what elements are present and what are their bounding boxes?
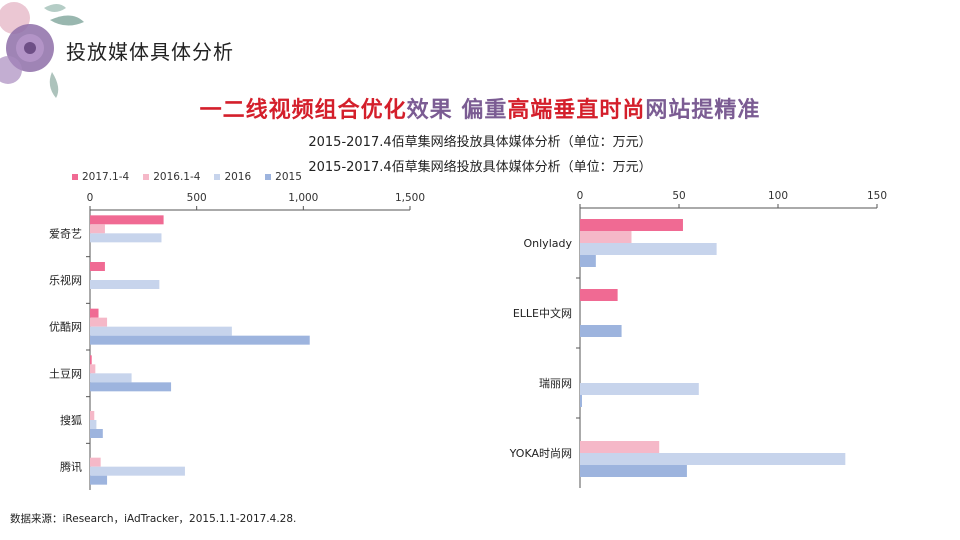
bar-2015-Onlylady — [580, 255, 596, 267]
legend-item: 2017.1-4 — [72, 171, 129, 183]
headline-part-3: 高端垂直时尚 — [507, 98, 646, 123]
flower-decoration — [0, 2, 84, 98]
data-source-note: 数据来源：iResearch，iAdTracker，2015.1.1-2017.… — [10, 513, 297, 525]
chart-legend: 2017.1-4 2016.1-4 2016 2015 — [72, 171, 302, 183]
bar-2016-YOKA时尚网 — [580, 453, 846, 465]
headline-part-1: 一二线视频组合优化 — [199, 98, 407, 123]
bar-2015-瑞丽网 — [580, 395, 582, 407]
bar-2017.1-4-乐视网 — [90, 262, 105, 271]
bar-2017.1-4-土豆网 — [90, 355, 92, 365]
bar-2017.1-4-爱奇艺 — [90, 215, 164, 225]
legend-label: 2016 — [224, 171, 252, 183]
category-label: YOKA时尚网 — [509, 446, 572, 460]
bar-2017.1-4-ELLE中文网 — [580, 289, 618, 301]
page-title: 投放媒体具体分析 — [66, 40, 234, 64]
bar-2016-腾讯 — [90, 466, 185, 476]
bar-2016-土豆网 — [90, 373, 132, 383]
bar-2015-优酷网 — [90, 335, 310, 345]
bar-2015-YOKA时尚网 — [580, 465, 687, 477]
bar-2015-ELLE中文网 — [580, 325, 622, 337]
x-tick-label: 500 — [187, 192, 207, 204]
headline-part-2: 效果 偏重 — [406, 98, 508, 123]
legend-label: 2017.1-4 — [82, 171, 130, 183]
bar-2017.1-4-优酷网 — [90, 308, 99, 318]
legend-item: 2015 — [265, 171, 302, 183]
category-label: Onlylady — [524, 237, 573, 250]
headline: 一二线视频组合优化效果 偏重高端垂直时尚网站提精准 — [0, 92, 960, 124]
legend-label: 2015 — [275, 171, 302, 183]
bar-2016.1-4-搜狐 — [90, 411, 95, 420]
category-label: 优酷网 — [49, 321, 82, 334]
bar-2015-土豆网 — [90, 382, 172, 392]
bar-2015-腾讯 — [90, 475, 108, 485]
legend-swatch — [72, 174, 78, 180]
legend-swatch — [143, 174, 150, 180]
bar-2016.1-4-土豆网 — [90, 364, 96, 374]
bar-2016-瑞丽网 — [580, 383, 699, 395]
category-label: 搜狐 — [60, 413, 82, 427]
bar-2016-Onlylady — [580, 243, 717, 255]
bar-2017.1-4-Onlylady — [580, 219, 683, 231]
legend-swatch — [214, 174, 221, 180]
legend-item: 2016 — [214, 171, 251, 183]
bar-2016-乐视网 — [90, 280, 160, 289]
headline-part-4: 网站提精准 — [645, 98, 761, 123]
category-label: 腾讯 — [60, 460, 82, 474]
legend-swatch — [265, 174, 272, 180]
x-tick-label: 1,500 — [395, 192, 425, 204]
x-tick-label: 0 — [87, 192, 94, 204]
category-label: 乐视网 — [49, 273, 82, 287]
x-tick-label: 150 — [867, 190, 887, 202]
x-tick-label: 50 — [672, 190, 685, 202]
legend-label: 2016.1-4 — [153, 171, 201, 183]
chart-subtitle-2: 2015-2017.4佰草集网络投放具体媒体分析（单位：万元） — [308, 160, 652, 175]
x-tick-label: 0 — [577, 190, 584, 202]
x-tick-label: 100 — [768, 190, 788, 202]
bar-2016.1-4-爱奇艺 — [90, 224, 105, 234]
x-tick-label: 1,000 — [288, 192, 318, 204]
bar-2016.1-4-优酷网 — [90, 317, 108, 327]
bar-2015-搜狐 — [90, 429, 103, 438]
bar-2016.1-4-腾讯 — [90, 457, 101, 467]
bar-2016-搜狐 — [90, 420, 97, 429]
category-label: 土豆网 — [49, 367, 82, 380]
category-label: ELLE中文网 — [513, 306, 572, 320]
legend-item: 2016.1-4 — [143, 171, 200, 183]
bar-2016-爱奇艺 — [90, 233, 162, 243]
chart-subtitle-1: 2015-2017.4佰草集网络投放具体媒体分析（单位：万元） — [308, 135, 652, 150]
bar-2016-优酷网 — [90, 326, 232, 336]
category-label: 爱奇艺 — [49, 227, 82, 240]
bar-2016.1-4-YOKA时尚网 — [580, 441, 660, 453]
category-label: 瑞丽网 — [539, 376, 572, 390]
bar-2016.1-4-Onlylady — [580, 231, 632, 243]
